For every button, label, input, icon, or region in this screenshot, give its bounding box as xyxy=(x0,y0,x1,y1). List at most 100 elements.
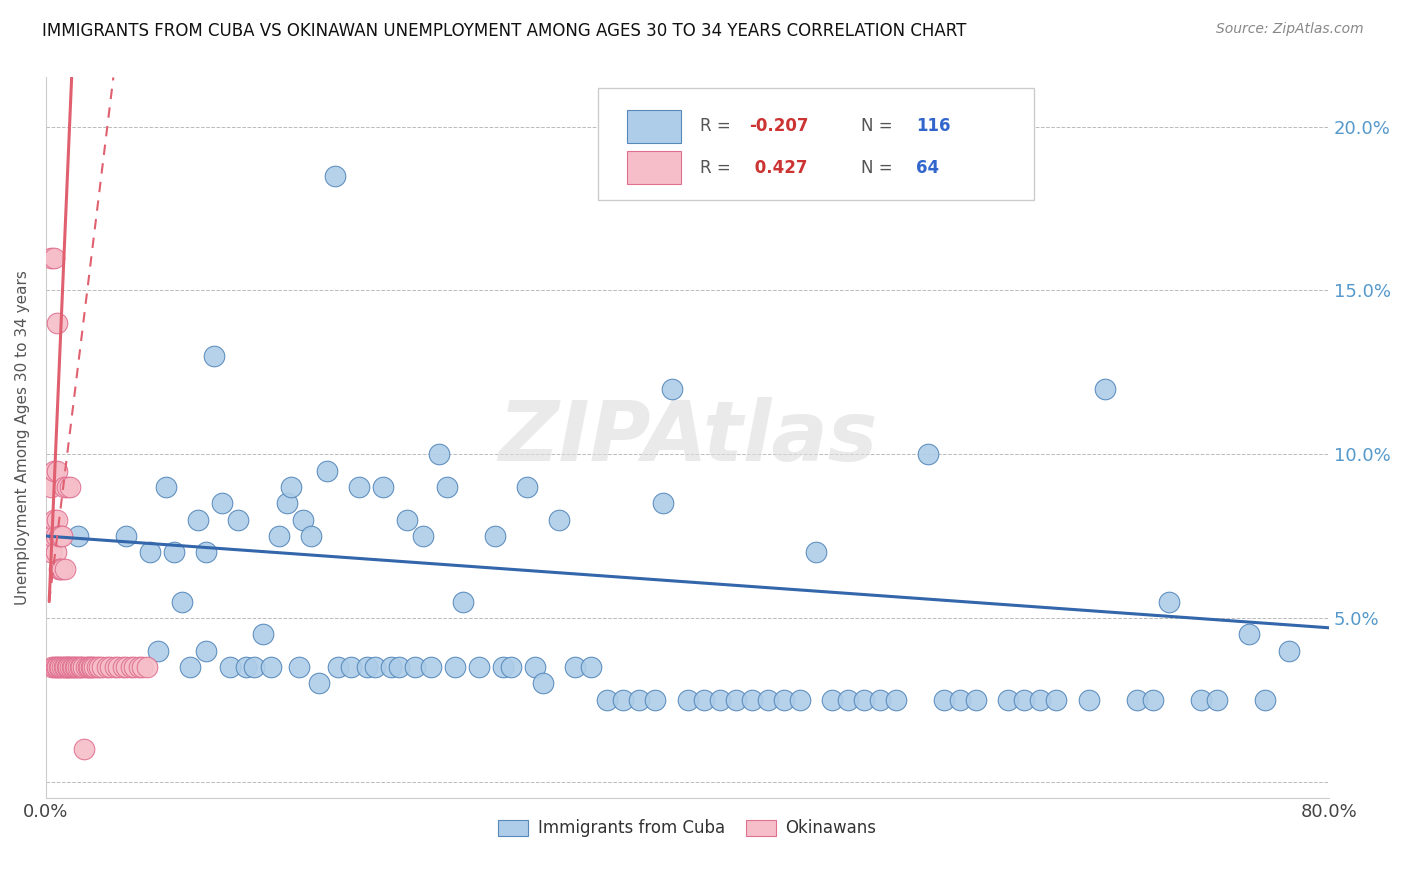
Point xyxy=(276,496,298,510)
Point xyxy=(468,660,491,674)
Text: 0.427: 0.427 xyxy=(749,159,807,177)
Point xyxy=(288,660,311,674)
Point xyxy=(45,660,67,674)
Point xyxy=(326,660,349,674)
Point xyxy=(42,513,65,527)
Point xyxy=(91,660,114,674)
Point xyxy=(53,660,76,674)
Point xyxy=(267,529,290,543)
Point xyxy=(52,660,75,674)
Point xyxy=(804,545,827,559)
Point xyxy=(111,660,134,674)
Point xyxy=(280,480,302,494)
Point xyxy=(564,660,586,674)
Point xyxy=(98,660,121,674)
Point xyxy=(48,529,70,543)
Point xyxy=(62,660,84,674)
Point xyxy=(1157,594,1180,608)
Point xyxy=(380,660,402,674)
Point xyxy=(1142,693,1164,707)
Point xyxy=(291,513,314,527)
Point xyxy=(46,513,69,527)
Text: IMMIGRANTS FROM CUBA VS OKINAWAN UNEMPLOYMENT AMONG AGES 30 TO 34 YEARS CORRELAT: IMMIGRANTS FROM CUBA VS OKINAWAN UNEMPLO… xyxy=(42,22,966,40)
Point xyxy=(211,496,233,510)
Point xyxy=(56,660,79,674)
Point xyxy=(772,693,794,707)
Point xyxy=(51,660,73,674)
Point xyxy=(86,660,108,674)
Point xyxy=(49,562,72,576)
Point xyxy=(163,545,186,559)
Point xyxy=(1237,627,1260,641)
Point xyxy=(39,480,62,494)
Point xyxy=(1278,644,1301,658)
Point xyxy=(52,480,75,494)
Point xyxy=(107,660,129,674)
Text: Source: ZipAtlas.com: Source: ZipAtlas.com xyxy=(1216,22,1364,37)
Point xyxy=(42,464,65,478)
Point xyxy=(56,480,79,494)
Point xyxy=(53,562,76,576)
Point xyxy=(484,529,506,543)
Point xyxy=(1077,693,1099,707)
Point xyxy=(243,660,266,674)
Point xyxy=(69,660,91,674)
Point xyxy=(59,480,82,494)
Point xyxy=(516,480,538,494)
Point xyxy=(219,660,242,674)
Point xyxy=(87,660,110,674)
Point xyxy=(63,660,86,674)
Point xyxy=(965,693,987,707)
Text: 64: 64 xyxy=(915,159,939,177)
Point xyxy=(77,660,100,674)
FancyBboxPatch shape xyxy=(627,152,681,184)
Point xyxy=(70,660,93,674)
Point xyxy=(492,660,515,674)
Point xyxy=(187,513,209,527)
Point xyxy=(49,660,72,674)
Point xyxy=(661,382,683,396)
Point xyxy=(388,660,411,674)
Point xyxy=(1029,693,1052,707)
Point xyxy=(115,660,138,674)
Text: 116: 116 xyxy=(915,118,950,136)
Point xyxy=(917,447,939,461)
Point xyxy=(96,660,118,674)
Point xyxy=(67,660,90,674)
Point xyxy=(41,660,63,674)
Point xyxy=(756,693,779,707)
Point xyxy=(45,545,67,559)
Point xyxy=(58,660,80,674)
Text: R =: R = xyxy=(700,118,737,136)
Point xyxy=(644,693,666,707)
Point xyxy=(235,660,257,674)
Point xyxy=(60,660,83,674)
Y-axis label: Unemployment Among Ages 30 to 34 years: Unemployment Among Ages 30 to 34 years xyxy=(15,270,30,606)
Point xyxy=(41,529,63,543)
Point xyxy=(39,545,62,559)
Text: R =: R = xyxy=(700,159,741,177)
Point xyxy=(122,660,145,674)
Point xyxy=(195,545,218,559)
Point xyxy=(131,660,153,674)
Point xyxy=(1205,693,1227,707)
Point xyxy=(155,480,177,494)
Point xyxy=(347,480,370,494)
Point xyxy=(612,693,634,707)
Point xyxy=(652,496,675,510)
Point xyxy=(356,660,378,674)
Point xyxy=(148,644,170,658)
Point xyxy=(869,693,891,707)
Point xyxy=(676,693,699,707)
Point xyxy=(853,693,876,707)
Point xyxy=(179,660,201,674)
Point xyxy=(412,529,434,543)
Point xyxy=(202,349,225,363)
Point xyxy=(51,562,73,576)
Point xyxy=(128,660,150,674)
Point xyxy=(299,529,322,543)
Point xyxy=(531,676,554,690)
Point xyxy=(315,464,337,478)
Point xyxy=(42,660,65,674)
Point xyxy=(1045,693,1067,707)
